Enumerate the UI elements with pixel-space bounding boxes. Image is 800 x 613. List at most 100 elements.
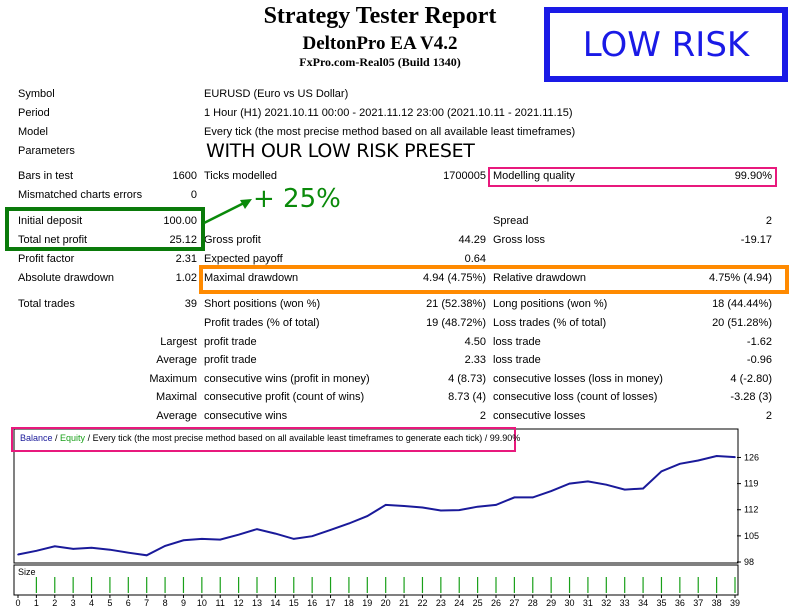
balance-point xyxy=(421,506,424,509)
model-label: Model xyxy=(18,126,48,138)
net-profit-label: Total net profit xyxy=(18,234,88,246)
legend-sep: / xyxy=(52,433,61,443)
x-tick-label: 31 xyxy=(583,598,593,608)
largest-label: Largest xyxy=(160,336,197,348)
x-tick-label: 24 xyxy=(454,598,464,608)
balance-point xyxy=(237,533,240,536)
balance-point xyxy=(513,496,516,499)
ticks-label: Ticks modelled xyxy=(204,170,277,182)
long-positions-label: Long positions (won %) xyxy=(493,298,608,310)
short-positions-value: 21 (52.38%) xyxy=(426,298,486,310)
y-tick-label: 105 xyxy=(744,531,759,541)
x-tick-label: 20 xyxy=(381,598,391,608)
x-tick-label: 26 xyxy=(491,598,501,608)
size-label: Size xyxy=(18,567,36,577)
max-drawdown-label: Maximal drawdown xyxy=(204,272,299,284)
x-tick-label: 38 xyxy=(712,598,722,608)
gain-annotation: + 25% xyxy=(253,184,341,214)
legend-balance: Balance xyxy=(20,433,53,443)
x-tick-label: 3 xyxy=(71,598,76,608)
rel-drawdown-label: Relative drawdown xyxy=(493,272,586,284)
report-title: Strategy Tester Report xyxy=(263,3,497,29)
x-tick-label: 39 xyxy=(730,598,740,608)
max-cons-wins-value: 4 (8.73) xyxy=(448,373,486,385)
total-trades-label: Total trades xyxy=(18,298,75,310)
profit-trades-label: Profit trades (% of total) xyxy=(204,317,320,329)
report-subtitle: DeltonPro EA V4.2 xyxy=(302,33,458,54)
x-tick-label: 21 xyxy=(399,598,409,608)
x-tick-label: 32 xyxy=(601,598,611,608)
x-tick-label: 36 xyxy=(675,598,685,608)
low-risk-label: LOW RISK xyxy=(582,24,750,65)
symbol-label: Symbol xyxy=(18,88,55,100)
balance-point xyxy=(164,545,166,547)
balance-point xyxy=(366,515,369,517)
deposit-value: 100.00 xyxy=(163,215,197,227)
maximal-cons-profit-value: 8.73 (4) xyxy=(448,391,486,403)
x-tick-label: 15 xyxy=(289,598,299,608)
low-risk-badge: LOW RISK xyxy=(544,7,788,82)
largest-profit-value: 4.50 xyxy=(464,336,486,348)
mismatched-label: Mismatched charts errors xyxy=(18,189,143,201)
period-value: 1 Hour (H1) 2021.10.11 00:00 - 2021.11.1… xyxy=(204,107,573,119)
legend-equity: Equity xyxy=(60,433,86,443)
deposit-highlight xyxy=(5,207,205,251)
balance-point xyxy=(292,538,295,540)
x-tick-label: 1 xyxy=(34,598,39,608)
balance-point xyxy=(219,538,222,541)
x-tick-label: 17 xyxy=(326,598,336,608)
gross-profit-label: Gross profit xyxy=(204,234,261,246)
preset-note: WITH OUR LOW RISK PRESET xyxy=(206,140,475,162)
maximal-label: Maximal xyxy=(156,391,197,403)
profit-factor-label: Profit factor xyxy=(18,253,75,265)
loss-trades-value: 20 (51.28%) xyxy=(712,317,772,329)
x-tick-label: 9 xyxy=(181,598,186,608)
balance-point xyxy=(476,505,479,508)
x-tick-label: 23 xyxy=(436,598,446,608)
maximal-cons-profit-label: consecutive profit (count of wins) xyxy=(204,391,365,403)
y-tick-label: 112 xyxy=(744,505,758,515)
gross-loss-value: -19.17 xyxy=(740,234,772,246)
x-tick-label: 12 xyxy=(234,598,244,608)
x-tick-label: 19 xyxy=(362,598,372,608)
balance-point xyxy=(623,488,626,491)
short-positions-label: Short positions (won %) xyxy=(204,298,321,310)
balance-point xyxy=(35,550,38,552)
profit-factor-value: 2.31 xyxy=(175,253,197,265)
spread-label: Spread xyxy=(493,215,529,227)
largest-loss-label: loss trade xyxy=(493,336,541,348)
x-tick-label: 28 xyxy=(528,598,538,608)
x-tick-label: 30 xyxy=(565,598,575,608)
gross-profit-value: 44.29 xyxy=(458,234,486,246)
long-positions-value: 18 (44.44%) xyxy=(712,298,772,310)
balance-point xyxy=(531,496,534,499)
x-tick-label: 14 xyxy=(270,598,280,608)
balance-point xyxy=(256,528,258,530)
max-drawdown-value: 4.94 (4.75%) xyxy=(423,272,486,284)
balance-point xyxy=(697,459,700,462)
maximal-cons-loss-value: -3.28 (3) xyxy=(730,391,772,403)
balance-point xyxy=(182,539,185,542)
balance-point xyxy=(17,553,19,556)
balance-point xyxy=(568,482,571,485)
x-tick-label: 10 xyxy=(197,598,207,608)
balance-point xyxy=(403,505,405,507)
quality-label: Modelling quality xyxy=(493,170,575,182)
balance-point xyxy=(734,456,736,458)
balance-point xyxy=(201,538,203,540)
report-server: FxPro.com-Real05 (Build 1340) xyxy=(299,55,461,69)
x-tick-label: 4 xyxy=(89,598,94,608)
average-profit-value: 2.33 xyxy=(464,354,486,366)
x-tick-label: 16 xyxy=(307,598,317,608)
gross-loss-label: Gross loss xyxy=(493,234,545,246)
average-loss-value: -0.96 xyxy=(746,354,772,366)
x-tick-label: 33 xyxy=(620,598,630,608)
balance-point xyxy=(53,545,56,548)
maximal-cons-loss-label: consecutive loss (count of losses) xyxy=(493,391,658,403)
expected-payoff-label: Expected payoff xyxy=(204,253,283,265)
x-tick-label: 8 xyxy=(163,598,168,608)
balance-point xyxy=(458,509,461,511)
average2-label: Average xyxy=(156,410,197,422)
net-profit-value: 25.12 xyxy=(169,234,197,246)
